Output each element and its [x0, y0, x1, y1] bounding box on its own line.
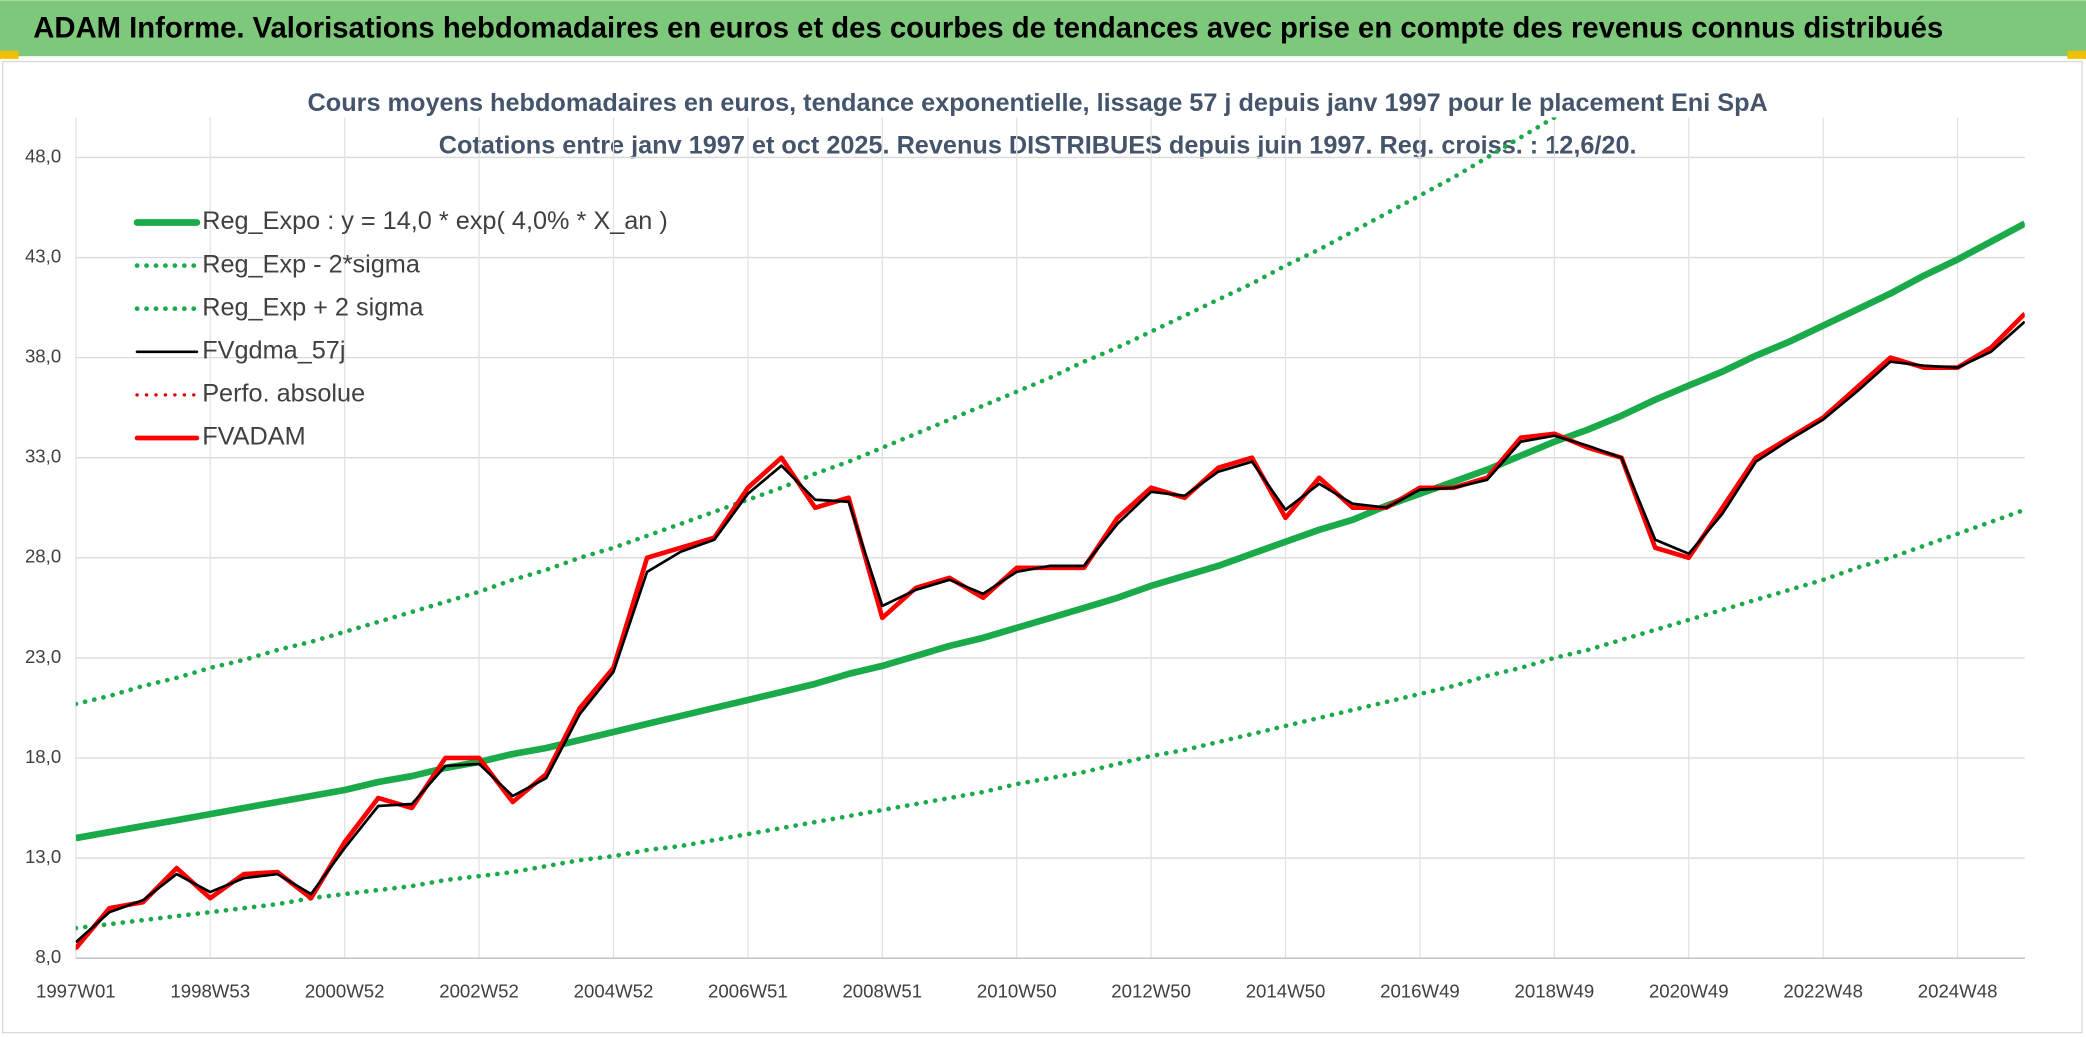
x-tick-label: 2022W48 — [1783, 981, 1863, 1002]
x-tick-label: 2002W52 — [439, 981, 519, 1002]
plot-area — [75, 117, 2025, 950]
y-tick-label: 48,0 — [25, 145, 61, 166]
x-tick-label: 2018W49 — [1515, 981, 1595, 1002]
y-tick-label: 8,0 — [35, 946, 61, 967]
x-tick-label: 2008W51 — [842, 981, 922, 1002]
x-tick-label: 2016W49 — [1380, 981, 1460, 1002]
legend-label: Perfo. absolue — [202, 380, 365, 408]
grid — [75, 117, 2025, 959]
header-accent — [0, 50, 19, 59]
legend-label: Reg_Exp - 2*sigma — [202, 250, 421, 278]
chart-subtitle: Cotations entre janv 1997 et oct 2025. R… — [439, 131, 1637, 159]
y-tick-label: 38,0 — [25, 346, 61, 367]
x-tick-label: 2006W51 — [708, 981, 788, 1002]
y-tick-label: 23,0 — [25, 646, 61, 667]
x-tick-label: 2020W49 — [1649, 981, 1729, 1002]
legend-label: Reg_Expo : y = 14,0 * exp( 4,0% * X_an ) — [202, 207, 668, 235]
x-tick-label: 2004W52 — [574, 981, 654, 1002]
page-title: ADAM Informe. Valorisations hebdomadaire… — [33, 12, 1943, 44]
x-tick-label: 2012W50 — [1111, 981, 1191, 1002]
series-line — [75, 220, 2025, 842]
legend-label: FVADAM — [202, 423, 305, 451]
axes: 8,0 13,0 18,0 23,0 28,0 33,0 38,0 43,0 48,0 1997W… — [25, 145, 2025, 1002]
y-tick-label: 28,0 — [25, 546, 61, 567]
chart-title: Cours moyens hebdomadaires en euros, ten… — [308, 89, 1768, 117]
series-line — [75, 320, 2025, 944]
header-bar — [0, 0, 2086, 57]
x-tick-label: 2000W52 — [305, 981, 385, 1002]
y-tick-label: 13,0 — [25, 846, 61, 867]
legend-label: Reg_Exp + 2 sigma — [202, 293, 424, 321]
y-tick-label: 33,0 — [25, 446, 61, 467]
x-tick-label: 2014W50 — [1246, 981, 1326, 1002]
chart-frame — [1, 60, 2083, 1034]
x-tick-label: 1997W01 — [36, 981, 116, 1002]
x-tick-label: 2010W50 — [977, 981, 1057, 1002]
y-tick-label: 43,0 — [25, 245, 61, 266]
y-tick-label: 18,0 — [25, 746, 61, 767]
x-tick-label: 2024W48 — [1918, 981, 1998, 1002]
legend: Reg_Expo : y = 14,0 * exp( 4,0% * X_an )… — [133, 207, 668, 451]
x-tick-label: 1998W53 — [170, 981, 250, 1002]
header-accent — [2067, 50, 2086, 59]
legend-label: FVgdma_57j — [202, 336, 345, 364]
series-line — [75, 117, 1559, 707]
